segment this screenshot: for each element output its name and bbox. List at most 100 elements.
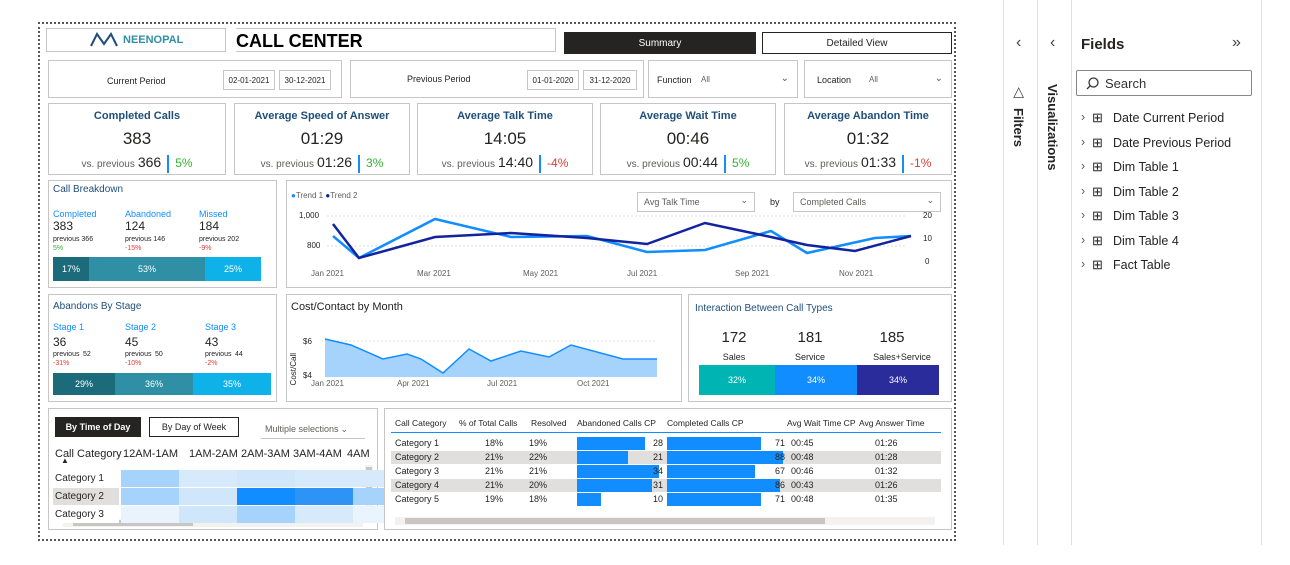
- heatmap-cell[interactable]: [121, 470, 179, 487]
- filters-pane-collapsed[interactable]: ‹ ◁ Filters: [1004, 0, 1038, 545]
- field-item[interactable]: › ⊞ Dim Table 2: [1081, 184, 1251, 204]
- abandoned-share-bar[interactable]: 53%: [89, 257, 205, 281]
- trend-metric-select[interactable]: Avg Talk Time ⌄: [637, 192, 755, 212]
- chevron-right-icon[interactable]: ›: [1081, 208, 1086, 222]
- table-column-header[interactable]: Avg Wait Time CP: [787, 418, 856, 428]
- current-to-input[interactable]: 30-12-2021: [279, 70, 331, 90]
- completed-databar[interactable]: [667, 493, 761, 506]
- heatmap-column-header[interactable]: 4AM: [347, 448, 370, 460]
- abandoned-databar[interactable]: [577, 465, 659, 478]
- table-row[interactable]: Category 4 21% 20% 31 86 00:43 01:26: [391, 479, 941, 492]
- completed-databar[interactable]: [667, 479, 781, 492]
- trend-1-line[interactable]: [332, 217, 912, 260]
- completed-databar[interactable]: [667, 437, 761, 450]
- heatmap-cell[interactable]: [295, 470, 353, 487]
- chevron-right-icon[interactable]: ›: [1081, 257, 1086, 271]
- field-item[interactable]: › ⊞ Fact Table: [1081, 257, 1251, 277]
- field-item[interactable]: › ⊞ Date Previous Period: [1081, 135, 1251, 155]
- visualizations-pane-label[interactable]: Visualizations: [1045, 84, 1060, 171]
- table-column-header[interactable]: % of Total Calls: [459, 418, 518, 428]
- tab-time-of-day[interactable]: By Time of Day: [55, 417, 141, 437]
- trend-2-line[interactable]: [332, 221, 912, 260]
- collapse-left-icon[interactable]: ‹: [1050, 34, 1056, 51]
- heatmap-cell[interactable]: [295, 488, 353, 505]
- heatmap-row-label[interactable]: Category 3: [53, 506, 119, 523]
- field-item[interactable]: › ⊞ Dim Table 4: [1081, 233, 1251, 253]
- visualizations-pane-collapsed[interactable]: ‹ Visualizations: [1038, 0, 1072, 545]
- heatmap-cell[interactable]: [179, 488, 237, 505]
- previous-to-input[interactable]: 31-12-2020: [583, 70, 637, 90]
- heatmap-cell[interactable]: [237, 488, 295, 505]
- table-row[interactable]: Category 1 18% 19% 28 71 00:45 01:26: [391, 437, 941, 450]
- collapse-left-icon[interactable]: ‹: [1016, 34, 1022, 51]
- heatmap-column-header[interactable]: 12AM-1AM: [123, 448, 179, 460]
- heatmap-cell[interactable]: [179, 470, 237, 487]
- table-row[interactable]: Category 3 21% 21% 34 67 00:46 01:32: [391, 465, 941, 478]
- stage-2-bar[interactable]: 36%: [115, 373, 193, 395]
- heatmap-column-header[interactable]: 3AM-4AM: [293, 448, 342, 460]
- heatmap-cell[interactable]: [121, 488, 179, 505]
- chevron-right-icon[interactable]: ›: [1081, 183, 1086, 198]
- stage-1-bar[interactable]: 29%: [53, 373, 115, 395]
- filters-pane-label[interactable]: Filters: [1011, 108, 1026, 148]
- table-column-header[interactable]: Completed Calls CP: [667, 418, 744, 428]
- sort-up-icon[interactable]: ▲: [61, 456, 69, 465]
- abandoned-databar[interactable]: [577, 437, 645, 450]
- stage-3-bar[interactable]: 35%: [193, 373, 271, 395]
- table-row[interactable]: Category 2 21% 22% 21 88 00:48 01:28: [391, 451, 941, 464]
- chevron-right-icon[interactable]: ›: [1081, 232, 1086, 247]
- trend-metric2-select[interactable]: Completed Calls ⌄: [793, 192, 941, 212]
- heatmap-column-header[interactable]: 1AM-2AM: [189, 448, 238, 460]
- detailed-view-button[interactable]: Detailed View: [762, 32, 952, 54]
- chevron-right-icon[interactable]: ›: [1081, 110, 1086, 124]
- table-row[interactable]: Category 5 19% 18% 10 71 00:48 01:35: [391, 493, 941, 506]
- previous-from-input[interactable]: 01-01-2020: [527, 70, 579, 90]
- heatmap-row-label[interactable]: Category 2: [53, 488, 119, 505]
- expand-right-icon[interactable]: »: [1232, 34, 1241, 51]
- heatmap-cell[interactable]: [237, 470, 295, 487]
- location-select[interactable]: All ⌄: [865, 70, 947, 90]
- table-column-header[interactable]: Avg Answer Time: [859, 418, 925, 428]
- table-column-header[interactable]: Abandoned Calls CP: [577, 418, 656, 428]
- heatmap-column-header[interactable]: Call Category: [55, 448, 122, 460]
- cost-contact-card: Cost/Contact by Month Cost/Call $6 $4 Ja…: [286, 294, 682, 402]
- function-select[interactable]: All ⌄: [697, 70, 793, 90]
- tab-day-of-week[interactable]: By Day of Week: [149, 417, 239, 437]
- heatmap-column-header[interactable]: 2AM-3AM: [241, 448, 290, 460]
- heatmap-hscroll[interactable]: [63, 519, 363, 527]
- field-item[interactable]: › ⊞ Dim Table 1: [1081, 159, 1251, 179]
- funnel-icon: ◁: [1011, 87, 1028, 98]
- field-item[interactable]: › ⊞ Dim Table 3: [1081, 208, 1251, 228]
- summary-button[interactable]: Summary: [564, 32, 756, 54]
- chevron-right-icon[interactable]: ›: [1081, 159, 1086, 173]
- heatmap-cell[interactable]: [179, 506, 237, 523]
- table-column-header[interactable]: Resolved: [531, 418, 567, 428]
- stage-delta: -31%: [53, 360, 70, 367]
- heatmap-select[interactable]: Multiple selections ⌄: [261, 419, 365, 439]
- table-column-header[interactable]: Call Category: [395, 418, 447, 428]
- table-cell-resolved: 22%: [529, 452, 548, 462]
- field-item[interactable]: › ⊞ Date Current Period: [1081, 110, 1251, 130]
- heatmap-cell[interactable]: [237, 506, 295, 523]
- cost-x-tick: Jan 2021: [311, 379, 344, 388]
- heatmap-cell[interactable]: [121, 506, 179, 523]
- cost-area[interactable]: [325, 339, 657, 377]
- abandoned-databar[interactable]: [577, 479, 652, 492]
- interaction-bar[interactable]: 34%: [857, 365, 939, 395]
- interaction-bar[interactable]: 34%: [775, 365, 857, 395]
- table-hscroll[interactable]: [395, 517, 935, 525]
- heatmap-row-label[interactable]: Category 1: [53, 470, 119, 487]
- missed-share-bar[interactable]: 25%: [205, 257, 261, 281]
- heatmap-cell[interactable]: [295, 506, 353, 523]
- completed-share-bar[interactable]: 17%: [53, 257, 89, 281]
- abandoned-databar[interactable]: [577, 451, 628, 464]
- completed-databar[interactable]: [667, 465, 756, 478]
- chevron-right-icon[interactable]: ›: [1081, 134, 1086, 149]
- fields-search-input[interactable]: Search: [1076, 70, 1252, 96]
- neenopal-logo-icon: [90, 32, 118, 47]
- current-from-input[interactable]: 02-01-2021: [223, 70, 275, 90]
- title-box: CALL CENTER: [236, 28, 556, 52]
- abandoned-databar[interactable]: [577, 493, 602, 506]
- completed-databar[interactable]: [667, 451, 783, 464]
- interaction-bar[interactable]: 32%: [699, 365, 775, 395]
